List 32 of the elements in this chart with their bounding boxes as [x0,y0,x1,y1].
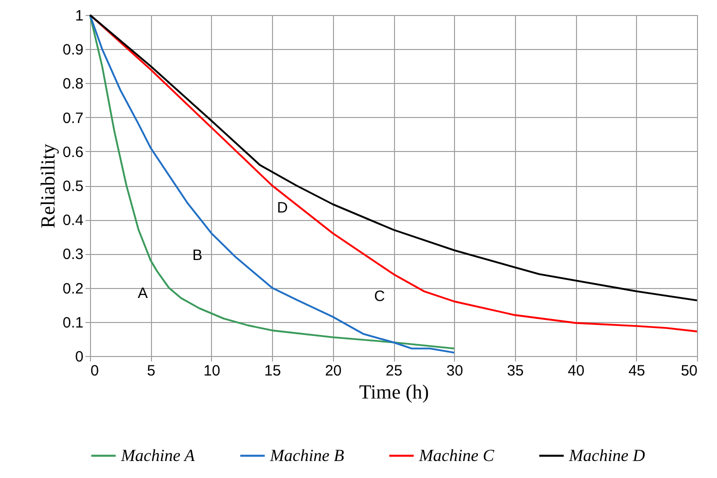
x-tick-label: 10 [204,362,220,380]
legend-label: Machine A [120,446,196,465]
x-axis-title: Time (h) [359,382,429,404]
legend-label: Machine D [568,446,646,465]
y-tick-label: 0.1 [62,314,84,332]
y-tick-label: 0.7 [62,110,84,127]
y-tick-label: 0.6 [62,144,84,161]
y-tick-label: 0.9 [62,42,84,59]
legend-label: Machine C [418,446,495,465]
x-tick-label: 0 [90,362,99,380]
x-tick-label: 25 [386,362,402,380]
legend-label: Machine B [269,446,345,465]
x-tick-label: 45 [628,362,646,380]
annotation: A [138,284,148,302]
annotation: C [374,288,386,306]
x-tick-label: 40 [568,362,584,380]
x-tick-label: 35 [507,362,524,380]
y-tick-label: 0.5 [62,178,84,195]
y-tick-label: 1 [75,8,84,24]
x-tick-label: 5 [147,362,156,380]
x-tick-label: 15 [264,362,281,380]
y-tick-label: 0.8 [62,76,84,93]
x-tick-label: 30 [446,362,464,380]
y-tick-label: 0 [75,348,84,366]
annotation: B [192,247,202,264]
y-axis-title: Reliability [38,144,60,228]
y-tick-label: 0.4 [62,212,84,230]
y-tick-label: 0.3 [62,246,84,264]
x-tick-label: 20 [324,362,342,380]
annotation: D [276,200,288,216]
x-tick-label: 50 [680,362,698,380]
y-tick-label: 0.2 [62,280,84,298]
